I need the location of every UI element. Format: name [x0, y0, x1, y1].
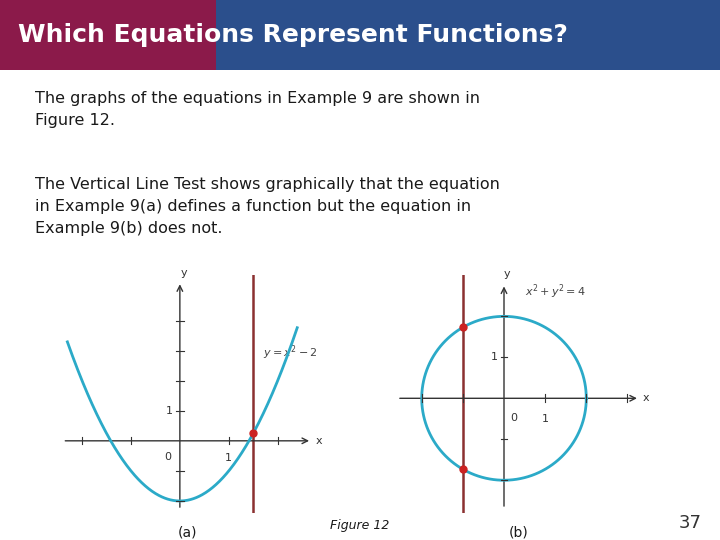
- Text: y: y: [181, 268, 187, 279]
- Bar: [216, 0, 720, 70]
- Text: Which Equations Represent Functions?: Which Equations Represent Functions?: [18, 23, 568, 47]
- Text: Figure 12: Figure 12: [330, 519, 390, 532]
- Text: The graphs of the equations in Example 9 are shown in
Figure 12.: The graphs of the equations in Example 9…: [35, 91, 480, 129]
- Text: The Vertical Line Test shows graphically that the equation
in Example 9(a) defin: The Vertical Line Test shows graphically…: [35, 177, 500, 236]
- Text: 1: 1: [491, 352, 498, 362]
- Text: x: x: [316, 436, 323, 446]
- Text: x: x: [643, 393, 649, 403]
- Text: (b): (b): [508, 526, 528, 540]
- Text: 0: 0: [164, 452, 171, 462]
- Bar: [0, 0, 216, 70]
- Text: 1: 1: [541, 414, 549, 424]
- Text: $y = x^2 - 2$: $y = x^2 - 2$: [263, 343, 318, 362]
- Text: 1: 1: [225, 454, 233, 463]
- Text: 0: 0: [510, 413, 517, 423]
- Text: y: y: [504, 269, 510, 280]
- Text: 37: 37: [679, 514, 702, 532]
- Text: $x^2 + y^2 = 4$: $x^2 + y^2 = 4$: [525, 282, 585, 301]
- Text: 1: 1: [166, 406, 173, 416]
- Text: (a): (a): [177, 526, 197, 540]
